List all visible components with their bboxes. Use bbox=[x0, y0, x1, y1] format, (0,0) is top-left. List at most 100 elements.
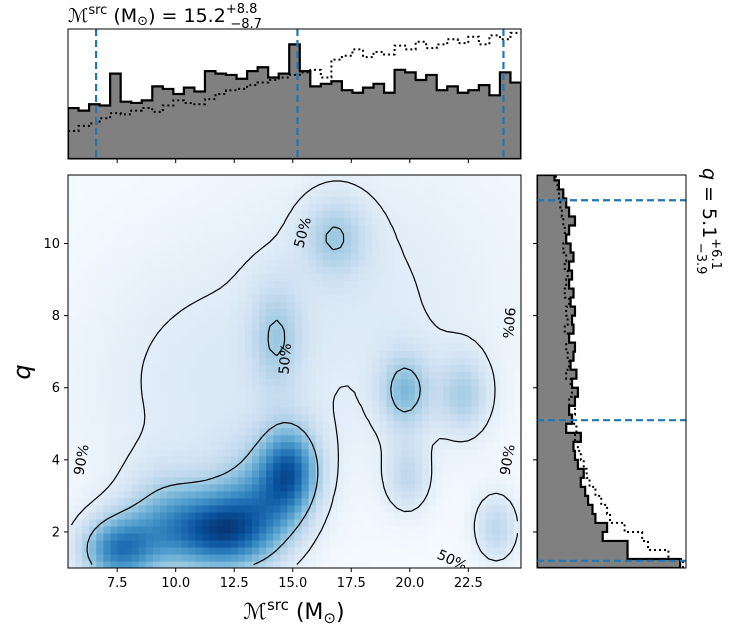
density-cell bbox=[230, 399, 239, 408]
density-cell bbox=[344, 336, 352, 345]
density-cell bbox=[75, 196, 83, 204]
density-cell bbox=[237, 336, 246, 345]
density-cell bbox=[499, 196, 508, 204]
density-cell bbox=[89, 532, 97, 541]
density-cell bbox=[506, 553, 515, 562]
density-cell bbox=[82, 357, 90, 366]
density-cell bbox=[294, 406, 303, 415]
density-cell bbox=[216, 364, 225, 373]
density-cell bbox=[464, 336, 473, 345]
density-cell bbox=[223, 245, 232, 253]
density-cell bbox=[457, 308, 465, 316]
density-cell bbox=[485, 322, 494, 330]
density-cell bbox=[117, 420, 126, 429]
density-cell bbox=[68, 511, 76, 520]
density-cell bbox=[421, 504, 430, 513]
density-cell bbox=[450, 364, 458, 373]
density-cell bbox=[485, 420, 494, 429]
density-cell bbox=[266, 455, 274, 464]
density-cell bbox=[131, 399, 140, 408]
density-cell bbox=[75, 518, 83, 527]
density-cell bbox=[145, 406, 154, 415]
density-cell bbox=[195, 224, 204, 232]
density-cell bbox=[259, 441, 267, 450]
density-cell bbox=[351, 245, 359, 253]
density-cell bbox=[160, 252, 168, 260]
density-cell bbox=[294, 483, 303, 492]
density-cell bbox=[68, 259, 76, 267]
density-cell bbox=[202, 560, 211, 568]
density-cell bbox=[322, 252, 331, 260]
density-cell bbox=[358, 210, 366, 218]
density-cell bbox=[492, 434, 501, 443]
density-cell bbox=[329, 287, 338, 295]
density-cell bbox=[379, 329, 388, 338]
density-cell bbox=[386, 294, 395, 302]
density-cell bbox=[421, 476, 430, 485]
density-cell bbox=[414, 511, 423, 520]
density-cell bbox=[485, 539, 494, 548]
density-cell bbox=[478, 357, 487, 366]
density-cell bbox=[280, 238, 289, 246]
density-cell bbox=[75, 259, 83, 267]
density-cell bbox=[294, 343, 303, 352]
density-cell bbox=[103, 504, 112, 513]
density-cell bbox=[273, 392, 281, 401]
density-cell bbox=[329, 392, 338, 401]
density-cell bbox=[372, 378, 381, 387]
density-cell bbox=[237, 462, 246, 471]
density-cell bbox=[443, 490, 451, 499]
density-cell bbox=[329, 329, 338, 338]
density-cell bbox=[160, 511, 168, 520]
density-cell bbox=[443, 252, 451, 260]
density-cell bbox=[351, 308, 359, 316]
top-hist-filled bbox=[68, 43, 521, 159]
density-cell bbox=[96, 203, 104, 211]
density-cell bbox=[209, 182, 218, 190]
density-cell bbox=[209, 280, 218, 288]
density-cell bbox=[393, 189, 402, 197]
density-cell bbox=[160, 259, 168, 267]
density-cell bbox=[96, 434, 104, 443]
density-cell bbox=[492, 546, 501, 555]
density-cell bbox=[322, 413, 331, 422]
density-cell bbox=[351, 462, 359, 471]
density-cell bbox=[499, 392, 508, 401]
density-cell bbox=[421, 434, 430, 443]
density-cell bbox=[358, 511, 366, 520]
density-cell bbox=[478, 189, 487, 197]
density-cell bbox=[407, 364, 416, 373]
density-cell bbox=[110, 399, 119, 408]
density-cell bbox=[308, 455, 317, 464]
top-marginal: ℳsrc (M⊙) = 15.2+8.8 −8.7 bbox=[67, 2, 522, 163]
density-cell bbox=[471, 301, 480, 309]
density-cell bbox=[244, 357, 253, 366]
density-cell bbox=[464, 553, 473, 562]
density-cell bbox=[485, 175, 494, 183]
density-cell bbox=[414, 301, 423, 309]
density-cell bbox=[372, 231, 381, 239]
density-cell bbox=[464, 399, 473, 408]
density-cell bbox=[117, 504, 126, 513]
density-cell bbox=[209, 245, 218, 253]
density-cell bbox=[117, 413, 126, 422]
density-cell bbox=[124, 427, 133, 436]
density-cell bbox=[209, 210, 218, 218]
density-cell bbox=[315, 497, 324, 506]
density-cell bbox=[386, 231, 395, 239]
density-cell bbox=[506, 497, 515, 506]
density-cell bbox=[351, 469, 359, 478]
density-cell bbox=[421, 189, 430, 197]
density-cell bbox=[471, 469, 480, 478]
density-cell bbox=[82, 378, 90, 387]
contour-90 bbox=[70, 180, 519, 565]
density-cell bbox=[287, 252, 296, 260]
density-cell bbox=[499, 378, 508, 387]
density-cell bbox=[471, 420, 480, 429]
density-cell bbox=[322, 399, 331, 408]
density-cell bbox=[75, 546, 83, 555]
density-cell bbox=[386, 266, 395, 274]
density-cell bbox=[492, 497, 501, 506]
density-cell bbox=[117, 196, 126, 204]
density-cell bbox=[499, 462, 508, 471]
